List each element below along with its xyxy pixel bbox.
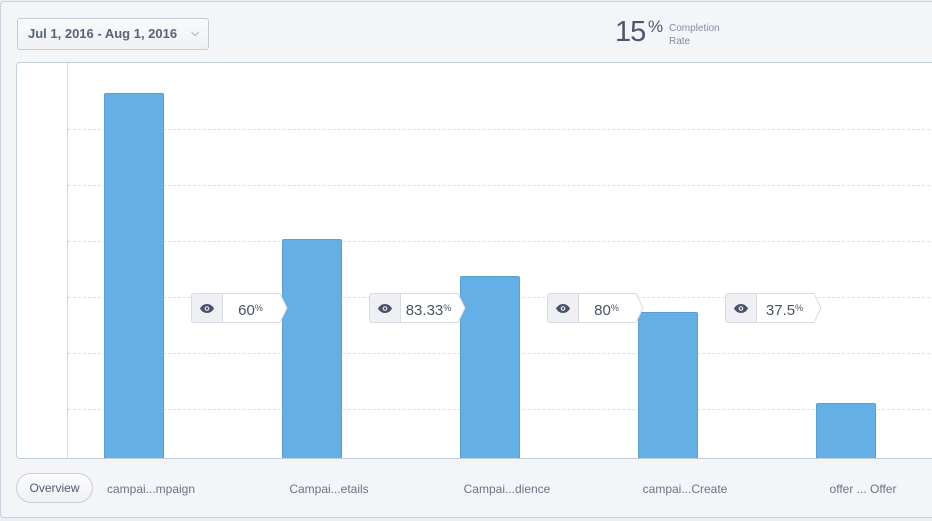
completion-rate: 15 % Completion Rate [615, 16, 720, 49]
conversion-badge[interactable]: 37.5% [725, 293, 822, 323]
funnel-chart [16, 62, 932, 459]
funnel-bar[interactable] [104, 93, 164, 458]
funnel-step-label[interactable]: Campai...dience [463, 482, 551, 496]
funnel-step-label[interactable]: campai...mpaign [106, 482, 196, 496]
arrow-tip [456, 293, 466, 323]
eye-icon[interactable] [369, 293, 400, 323]
eye-icon[interactable] [547, 293, 578, 323]
arrow-tip [812, 293, 822, 323]
eye-icon[interactable] [191, 293, 222, 323]
arrow-tip [634, 293, 644, 323]
conversion-value: 80% [578, 293, 634, 323]
conversion-badge[interactable]: 60% [191, 293, 288, 323]
completion-rate-unit: % [648, 17, 664, 36]
conversion-value: 83.33% [400, 293, 456, 323]
date-range-label: Jul 1, 2016 - Aug 1, 2016 [28, 26, 178, 41]
conversion-value: 60% [222, 293, 278, 323]
gridline [68, 185, 932, 186]
funnel-bar[interactable] [638, 312, 698, 458]
conversion-value: 37.5% [756, 293, 812, 323]
gridline [68, 129, 932, 130]
chevron-down-icon: ⌵ [191, 28, 199, 39]
arrow-tip [278, 293, 288, 323]
overview-button[interactable]: Overview [16, 473, 93, 503]
funnel-bar[interactable] [460, 276, 520, 458]
y-axis-line [67, 63, 68, 458]
funnel-bar[interactable] [816, 403, 876, 458]
conversion-badge[interactable]: 83.33% [369, 293, 466, 323]
funnel-step-label[interactable]: campai...Create [642, 482, 728, 496]
date-range-picker[interactable]: Jul 1, 2016 - Aug 1, 2016 ⌵ [17, 18, 209, 50]
conversion-badge[interactable]: 80% [547, 293, 644, 323]
eye-icon[interactable] [725, 293, 756, 323]
funnel-step-label[interactable]: offer ... Offer [829, 482, 897, 496]
completion-rate-label: Completion Rate [669, 23, 720, 47]
funnel-bar[interactable] [282, 239, 342, 458]
funnel-step-label[interactable]: Campai...etails [289, 482, 369, 496]
completion-rate-value: 15 [615, 16, 646, 48]
gridline [68, 241, 932, 242]
